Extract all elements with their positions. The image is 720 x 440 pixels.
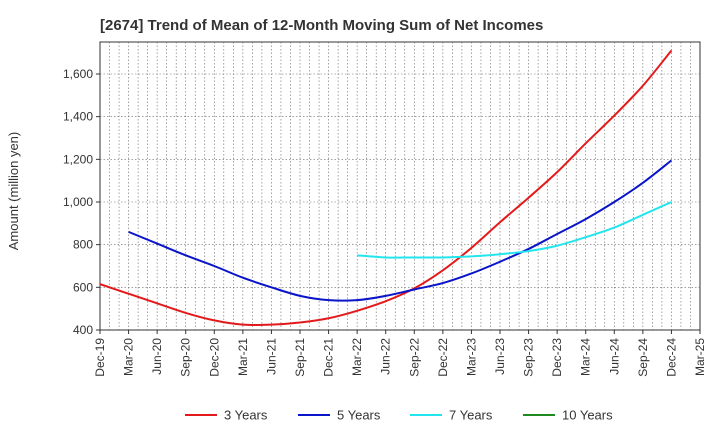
plot-frame [99,41,701,331]
x-tick-label: Mar-22 [350,338,364,376]
x-tick-label: Sep-23 [522,338,536,377]
chart-title: [2674] Trend of Mean of 12-Month Moving … [100,17,543,34]
y-tick-label: 1,200 [63,152,93,166]
plot-area: 400 600 800 1,000 1,200 1,400 1,600 Dec-19 Mar-2… [63,41,707,377]
x-tick-label: Sep-21 [293,338,307,377]
series-line-5-years [128,159,673,302]
x-tick-label: Dec-23 [550,338,564,377]
legend-label-7-years: 7 Years [449,408,493,423]
x-tick-label: Dec-20 [207,338,221,377]
y-axis-label: Amount (million yen) [6,132,21,251]
legend-label-10-years: 10 Years [562,408,613,423]
x-tick-label: Mar-25 [693,338,707,376]
legend: 3 Years 5 Years 7 Years 10 Years [185,408,613,423]
x-tick-label: Mar-20 [122,338,136,376]
series-line-7-years [357,201,672,259]
x-tick-label: Mar-24 [579,338,593,376]
x-tick-label: Mar-23 [464,338,478,376]
legend-label-3-years: 3 Years [224,408,268,423]
y-tick-label: 1,400 [63,110,93,124]
x-tick-label: Dec-21 [322,338,336,377]
x-tick-label: Dec-19 [93,338,107,377]
y-tick-label: 600 [73,280,93,294]
legend-label-5-years: 5 Years [337,408,381,423]
series-line-3-years [99,49,673,327]
x-tick-label: Jun-21 [264,338,278,375]
x-tick-label: Sep-24 [636,338,650,377]
x-tick-label: Sep-20 [179,338,193,377]
y-tick-label: 1,000 [63,195,93,209]
x-tick-label: Mar-21 [236,338,250,376]
x-tick-label: Jun-24 [607,338,621,375]
y-tick-label: 800 [73,238,93,252]
x-tick-label: Jun-23 [493,338,507,375]
y-tick-label: 400 [73,323,93,337]
x-tick-label: Dec-24 [664,338,678,377]
x-tick-label: Jun-20 [150,338,164,375]
x-tick-label: Sep-22 [407,338,421,377]
x-tick-label: Jun-22 [379,338,393,375]
x-tick-label: Dec-22 [436,338,450,377]
y-tick-label: 1,600 [63,67,93,81]
